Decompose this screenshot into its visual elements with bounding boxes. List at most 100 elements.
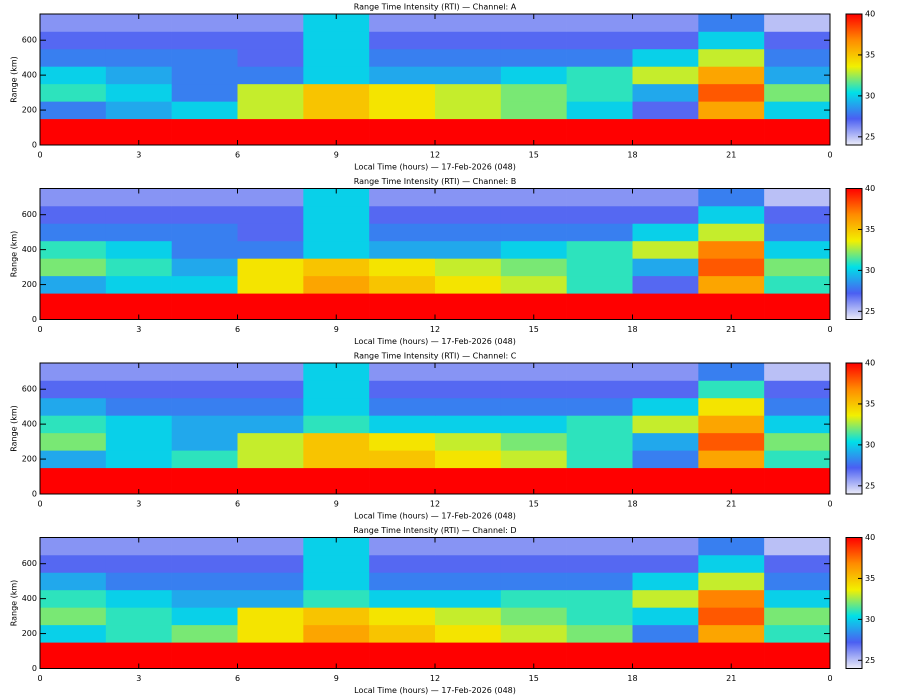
heat-cell — [566, 642, 633, 669]
heat-cell — [764, 275, 831, 294]
heat-cell — [237, 380, 304, 399]
heat-cell — [237, 363, 304, 381]
colorbar-tick-label: 25 — [865, 307, 875, 316]
heat-cell — [500, 223, 567, 242]
colorbar-tick-label: 40 — [865, 184, 875, 193]
heat-cell — [369, 14, 436, 32]
x-tick-label: 0 — [827, 674, 832, 683]
heat-cell — [632, 432, 699, 451]
y-tick-label: 0 — [32, 664, 37, 673]
heat-cell — [435, 432, 502, 451]
heat-cell — [105, 624, 172, 643]
heat-cell — [566, 572, 633, 591]
heat-cell — [369, 554, 436, 573]
heat-cell — [435, 240, 502, 259]
heat-cell — [764, 467, 831, 495]
heat-cell — [105, 397, 172, 416]
heat-cell — [500, 258, 567, 277]
heat-cell — [632, 275, 699, 294]
x-tick-label: 0 — [827, 500, 832, 509]
heat-cell — [632, 31, 699, 50]
y-tick-label: 200 — [22, 280, 37, 289]
heat-cell — [40, 607, 107, 626]
heat-cell — [764, 118, 831, 146]
panel-title: Range Time Intensity (RTI) — Channel: A — [354, 3, 517, 12]
heat-cell — [105, 101, 172, 120]
heat-cell — [500, 537, 567, 556]
heat-cell — [698, 432, 765, 451]
heat-cell — [171, 624, 238, 643]
heat-cell — [435, 118, 502, 146]
heat-cell — [303, 31, 370, 50]
heat-cell — [435, 66, 502, 85]
heat-cell — [566, 467, 633, 495]
x-tick-label: 0 — [827, 325, 832, 334]
y-axis-label: Range (km) — [10, 56, 19, 103]
panel-title: Range Time Intensity (RTI) — Channel: C — [354, 352, 517, 361]
colorbar-tick-label: 40 — [865, 10, 875, 19]
heat-cell — [632, 450, 699, 469]
colorbar — [845, 13, 863, 146]
heat-cell — [171, 380, 238, 399]
x-tick-label: 6 — [235, 674, 240, 683]
x-axis-label: Local Time (hours) — 17-Feb-2026 (048) — [354, 512, 516, 521]
heat-cell — [435, 380, 502, 399]
heat-cell — [500, 240, 567, 259]
heat-cell — [369, 31, 436, 50]
heat-cell — [40, 118, 107, 146]
heat-cell — [237, 537, 304, 556]
heat-cell — [632, 223, 699, 242]
heat-cell — [105, 415, 172, 434]
colorbar — [845, 537, 863, 669]
heat-cell — [40, 554, 107, 573]
heat-cell — [632, 397, 699, 416]
y-tick-label: 200 — [22, 629, 37, 638]
heat-cell — [435, 258, 502, 277]
heat-cell — [698, 240, 765, 259]
heat-cell — [303, 380, 370, 399]
heat-cell — [369, 450, 436, 469]
heat-cell — [435, 642, 502, 669]
heat-cell — [40, 66, 107, 85]
heat-cell — [303, 101, 370, 120]
heat-cell — [764, 101, 831, 120]
heat-cell — [500, 188, 567, 207]
heat-cell — [303, 572, 370, 591]
heat-cell — [40, 397, 107, 416]
heat-cell — [237, 83, 304, 102]
heat-cell — [698, 537, 765, 556]
heat-cell — [566, 118, 633, 146]
colorbar-tick-label: 30 — [865, 440, 875, 449]
heat-cell — [566, 589, 633, 608]
heat-cell — [237, 31, 304, 50]
heat-cell — [237, 624, 304, 643]
heat-cell — [105, 380, 172, 399]
heat-cell — [369, 589, 436, 608]
heat-cell — [764, 589, 831, 608]
heat-cell — [698, 275, 765, 294]
x-tick-label: 15 — [529, 325, 539, 334]
heat-cell — [764, 450, 831, 469]
heat-cell — [632, 554, 699, 573]
y-tick-label: 400 — [22, 71, 37, 80]
heat-cell — [698, 450, 765, 469]
x-tick-label: 12 — [430, 674, 440, 683]
heat-cell — [764, 537, 831, 556]
heat-cell — [237, 450, 304, 469]
heat-cell — [40, 205, 107, 224]
heat-cell — [435, 554, 502, 573]
heat-cell — [303, 66, 370, 85]
heat-cell — [303, 554, 370, 573]
heat-cell — [632, 293, 699, 320]
heat-cell — [632, 572, 699, 591]
heat-cell — [632, 188, 699, 207]
heat-cell — [698, 66, 765, 85]
heat-cell — [500, 101, 567, 120]
heat-cell — [40, 363, 107, 381]
heat-cell — [303, 537, 370, 556]
heat-cell — [171, 450, 238, 469]
x-tick-label: 15 — [529, 151, 539, 160]
heat-cell — [237, 589, 304, 608]
heat-cell — [303, 450, 370, 469]
heat-cell — [105, 607, 172, 626]
